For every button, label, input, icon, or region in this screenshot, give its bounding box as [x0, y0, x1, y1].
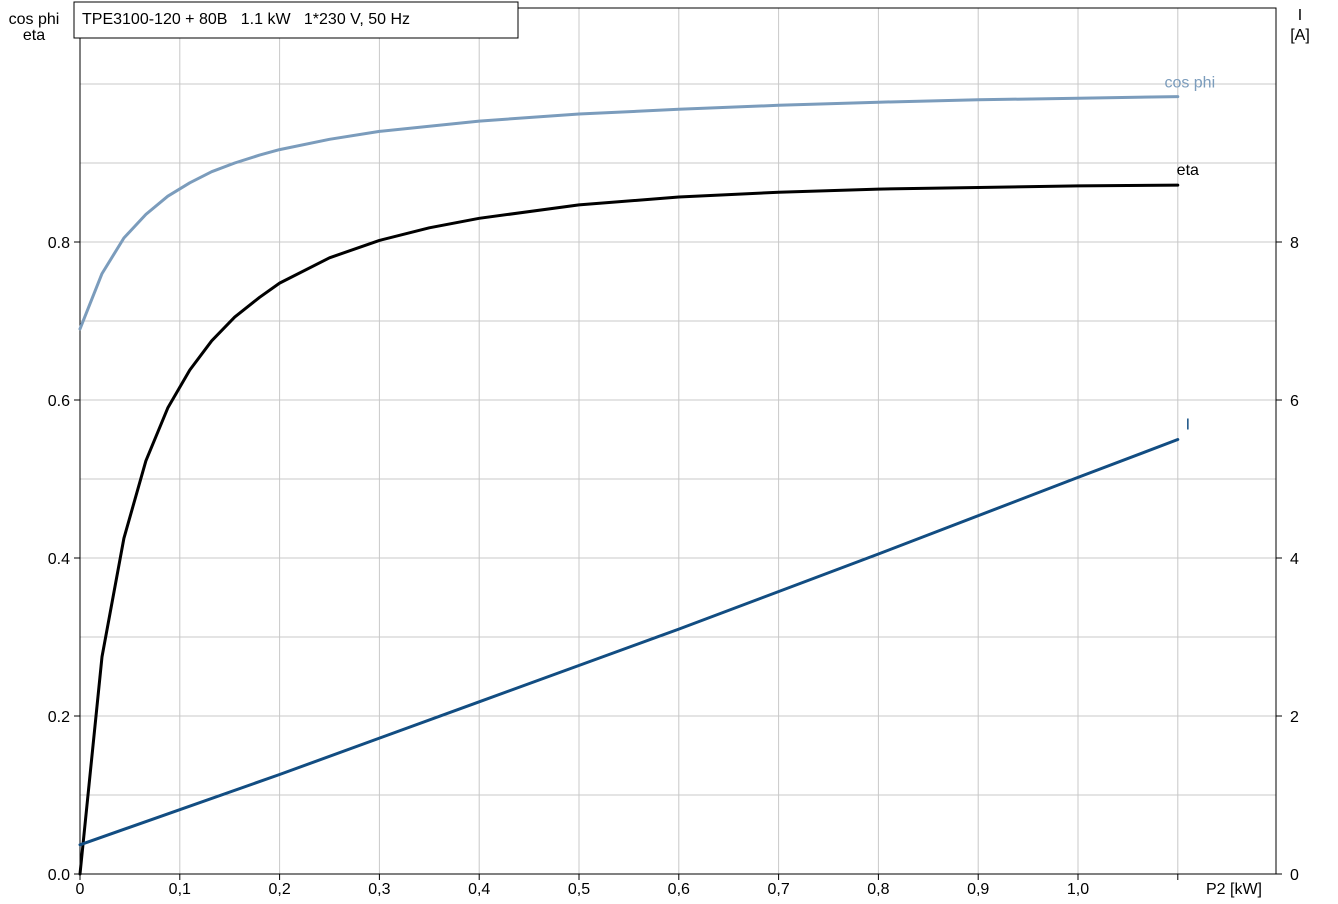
grid-lines [80, 8, 1276, 874]
series-label-eta: eta [1177, 162, 1199, 179]
x-tick-label: 0,3 [368, 881, 390, 898]
x-tick-label: 1,0 [1067, 881, 1089, 898]
x-tick-label: 0,6 [668, 881, 690, 898]
axis-labels: 0 0,1 0,2 0,3 0,4 0,5 0,6 0,7 0,8 0,9 1,0 0.0 0.2 0.4… [48, 75, 1299, 898]
y-left-tick-label: 0.8 [48, 235, 70, 252]
x-axis-label: P2 [kW] [1206, 881, 1262, 898]
axis-ticks [74, 241, 1282, 880]
x-tick-label: 0,1 [169, 881, 191, 898]
y-left-tick-label: 0.0 [48, 867, 70, 884]
y-right-tick-label: 0 [1290, 867, 1299, 884]
series-line-cos-phi [78, 95, 1180, 331]
right-axis-label-line1: I [1298, 7, 1302, 24]
series-line-I [78, 438, 1180, 847]
right-axis-label-line2: [A] [1290, 27, 1310, 44]
left-axis-label-line2: eta [23, 27, 45, 44]
y-right-tick-label: 2 [1290, 709, 1299, 726]
y-left-tick-label: 0.4 [48, 551, 70, 568]
x-tick-label: 0,5 [568, 881, 590, 898]
series-layer [78, 95, 1180, 876]
title-frame [73, 1, 519, 39]
y-right-tick-label: 4 [1290, 551, 1299, 568]
series-line-eta [78, 183, 1180, 876]
x-tick-label: 0 [76, 881, 85, 898]
series-label-I: I [1186, 417, 1190, 434]
x-tick-label: 0,7 [767, 881, 789, 898]
series-label-cos-phi: cos phi [1164, 75, 1215, 92]
chart-title: TPE3100-120 + 80B 1.1 kW 1*230 V, 50 Hz [82, 11, 410, 28]
chart-title-box: TPE3100-120 + 80B 1.1 kW 1*230 V, 50 Hz [73, 1, 519, 39]
x-tick-label: 0,8 [867, 881, 889, 898]
x-tick-label: 0,2 [268, 881, 290, 898]
left-axis-label-line1: cos phi [9, 11, 60, 28]
y-right-tick-label: 8 [1290, 235, 1299, 252]
y-right-tick-label: 6 [1290, 393, 1299, 410]
y-left-tick-label: 0.6 [48, 393, 70, 410]
x-tick-label: 0,4 [468, 881, 490, 898]
y-left-tick-label: 0.2 [48, 709, 70, 726]
x-tick-label: 0,9 [967, 881, 989, 898]
plot-frame [79, 7, 1277, 875]
